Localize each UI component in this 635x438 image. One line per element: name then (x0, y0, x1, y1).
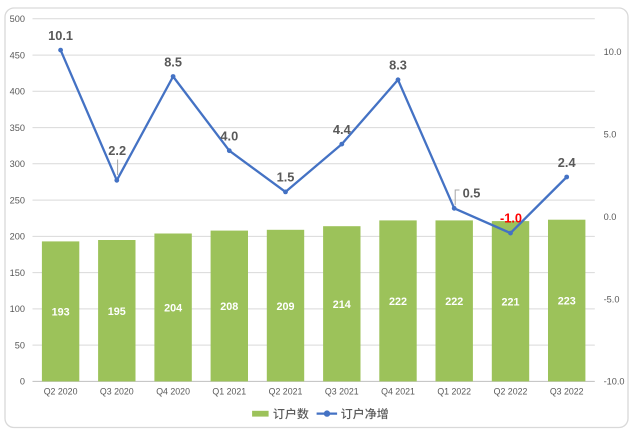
svg-text:4.0: 4.0 (220, 129, 238, 144)
svg-text:300: 300 (10, 159, 25, 169)
svg-text:221: 221 (501, 297, 519, 309)
svg-text:200: 200 (10, 232, 25, 242)
svg-text:10.1: 10.1 (48, 28, 73, 43)
svg-text:0.0: 0.0 (604, 212, 617, 222)
svg-text:Q3 2020: Q3 2020 (100, 386, 134, 396)
svg-text:-1.0: -1.0 (500, 210, 522, 225)
svg-text:400: 400 (10, 87, 25, 97)
svg-text:4.4: 4.4 (333, 122, 352, 137)
svg-text:209: 209 (276, 301, 294, 313)
svg-text:8.3: 8.3 (389, 58, 407, 73)
svg-text:0.5: 0.5 (463, 185, 481, 200)
svg-text:2.4: 2.4 (558, 155, 577, 170)
svg-text:Q2 2021: Q2 2021 (269, 386, 303, 396)
svg-text:222: 222 (445, 296, 463, 308)
svg-text:350: 350 (10, 123, 25, 133)
svg-text:Q4 2021: Q4 2021 (381, 386, 415, 396)
svg-text:2.2: 2.2 (108, 143, 126, 158)
svg-text:1.5: 1.5 (277, 170, 295, 185)
svg-text:Q1 2022: Q1 2022 (437, 386, 471, 396)
svg-text:204: 204 (164, 303, 182, 315)
svg-text:Q2 2022: Q2 2022 (494, 386, 528, 396)
svg-text:Q2 2020: Q2 2020 (44, 386, 78, 396)
svg-text:195: 195 (108, 306, 126, 318)
svg-text:208: 208 (220, 301, 238, 313)
svg-text:Q3 2021: Q3 2021 (325, 386, 359, 396)
svg-text:Q4 2020: Q4 2020 (156, 386, 190, 396)
svg-text:8.5: 8.5 (164, 54, 182, 69)
svg-text:50: 50 (15, 340, 25, 350)
svg-text:500: 500 (10, 14, 25, 24)
svg-text:193: 193 (52, 307, 70, 319)
svg-text:223: 223 (558, 296, 576, 308)
svg-text:222: 222 (389, 296, 407, 308)
svg-text:150: 150 (10, 268, 25, 278)
svg-text:0: 0 (20, 377, 25, 387)
svg-text:250: 250 (10, 195, 25, 205)
svg-text:5.0: 5.0 (604, 130, 617, 140)
svg-text:450: 450 (10, 50, 25, 60)
svg-text:-10.0: -10.0 (604, 377, 625, 387)
svg-text:Q1 2021: Q1 2021 (212, 386, 246, 396)
svg-text:Q3 2022: Q3 2022 (550, 386, 584, 396)
svg-text:100: 100 (10, 304, 25, 314)
svg-text:10.0: 10.0 (604, 47, 622, 57)
svg-text:214: 214 (333, 299, 351, 311)
svg-text:-5.0: -5.0 (604, 294, 620, 304)
